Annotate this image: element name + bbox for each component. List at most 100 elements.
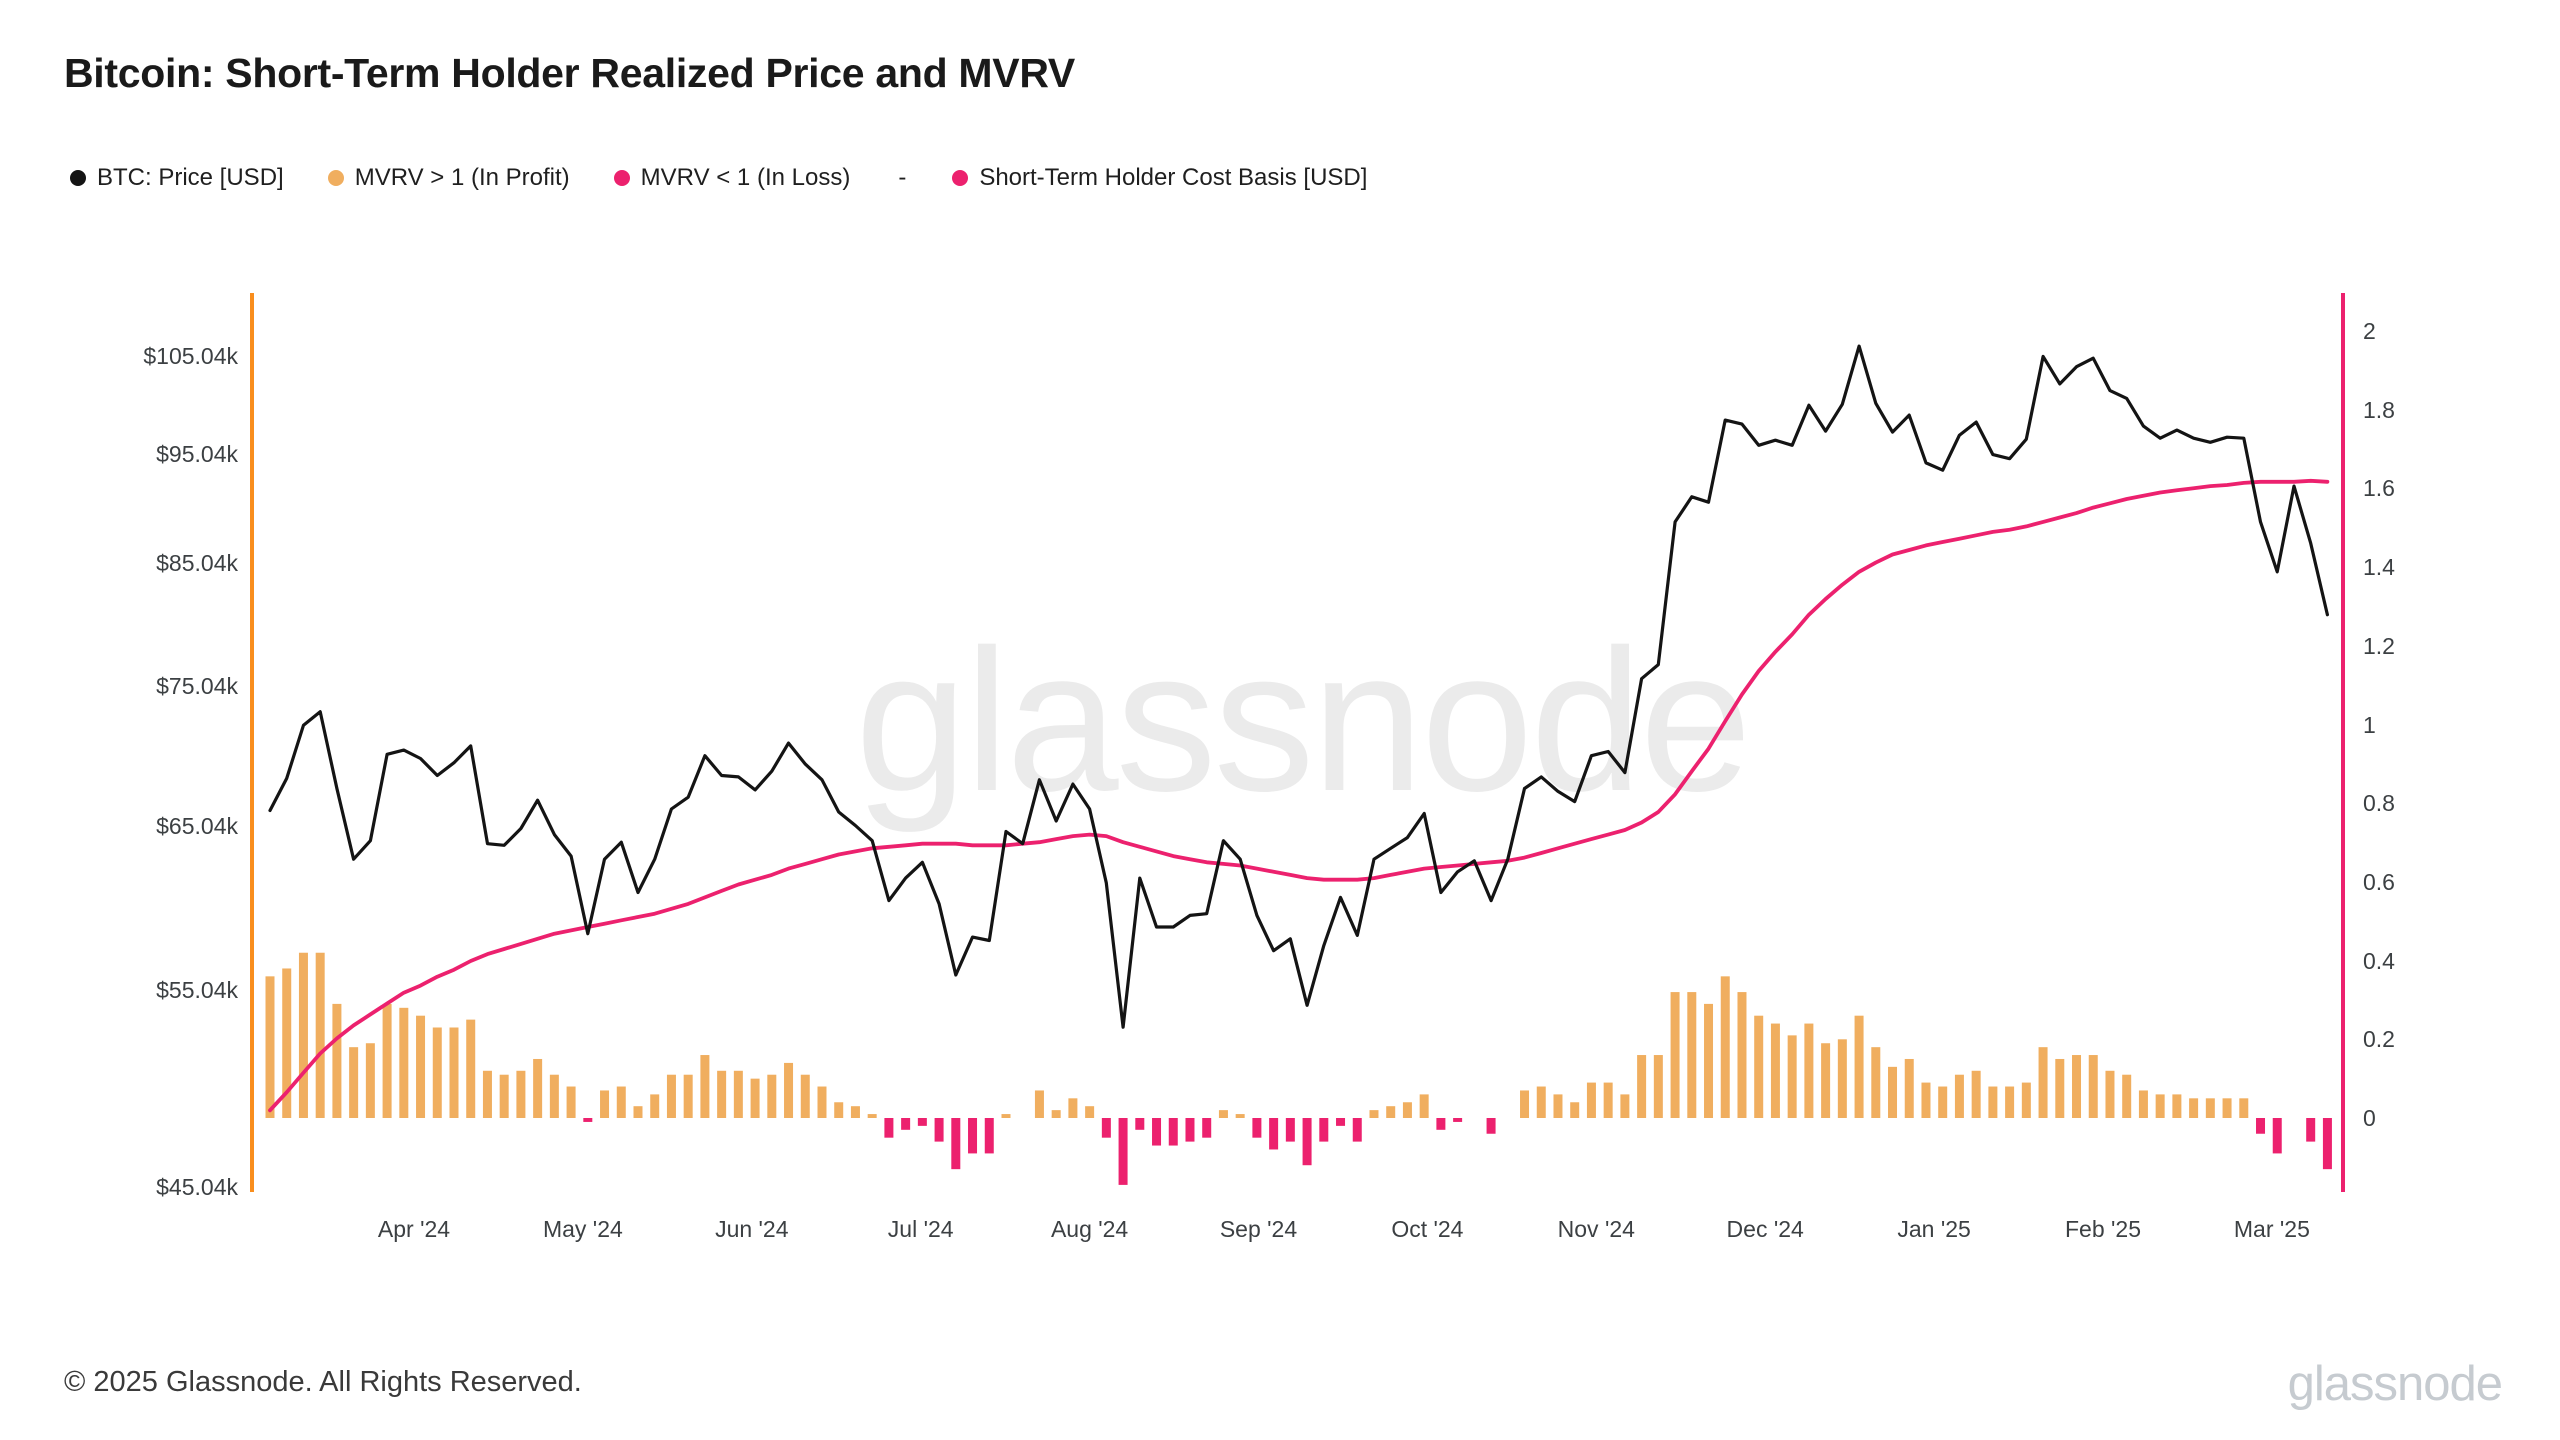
mvrv-bar xyxy=(349,1047,359,1118)
legend-dot-icon xyxy=(70,170,86,186)
mvrv-bar xyxy=(767,1074,777,1118)
mvrv-bar xyxy=(449,1027,459,1118)
y-right-tick-label: 0.8 xyxy=(2363,790,2395,817)
legend-item[interactable]: Short-Term Holder Cost Basis [USD] xyxy=(952,164,1367,192)
y-left-tick-label: $85.04k xyxy=(156,550,238,577)
chart-legend: BTC: Price [USD] MVRV > 1 (In Profit) MVRV… xyxy=(70,164,1411,192)
mvrv-bar xyxy=(1653,1055,1663,1118)
mvrv-bar xyxy=(1101,1118,1111,1138)
legend-label: MVRV > 1 (In Profit) xyxy=(354,164,570,191)
y-right-tick-label: 0 xyxy=(2363,1105,2376,1131)
mvrv-bar xyxy=(1520,1090,1530,1118)
mvrv-bar xyxy=(717,1070,727,1118)
y-right-tick-label: 1.6 xyxy=(2363,475,2395,502)
mvrv-bar xyxy=(298,952,308,1118)
mvrv-bar xyxy=(365,1043,375,1118)
mvrv-bar xyxy=(1787,1035,1797,1118)
mvrv-bar xyxy=(1754,1015,1764,1118)
x-axis-tick-label: Dec '24 xyxy=(1726,1216,1804,1242)
right-axis-line xyxy=(2341,293,2345,1192)
mvrv-bar xyxy=(2189,1098,2199,1118)
x-axis-tick-label: Sep '24 xyxy=(1219,1216,1298,1242)
mvrv-bar xyxy=(1687,992,1697,1118)
mvrv-bar xyxy=(1352,1118,1362,1142)
mvrv-bar xyxy=(1871,1047,1881,1118)
mvrv-bar xyxy=(2272,1118,2282,1154)
mvrv-bar xyxy=(566,1086,576,1118)
glassnode-watermark: glassnode xyxy=(855,607,1752,833)
mvrv-bar xyxy=(1235,1114,1245,1118)
mvrv-bar xyxy=(482,1070,492,1118)
mvrv-bar xyxy=(1704,1003,1714,1118)
legend-label: BTC: Price [USD] xyxy=(97,164,284,191)
mvrv-bar xyxy=(2055,1058,2065,1118)
mvrv-bar xyxy=(2205,1098,2215,1118)
mvrv-bar xyxy=(2239,1098,2249,1118)
legend-dot-icon xyxy=(952,170,969,186)
mvrv-bar xyxy=(1252,1118,1262,1138)
mvrv-bar xyxy=(2005,1086,2015,1118)
y-right-tick-label: 2 xyxy=(2363,318,2376,344)
y-right-tick-label: 1.8 xyxy=(2363,396,2395,423)
mvrv-bar xyxy=(2155,1094,2165,1118)
legend-dot-icon xyxy=(327,170,344,186)
mvrv-bar xyxy=(750,1078,760,1118)
y-right-tick-label: 0.4 xyxy=(2363,947,2395,974)
mvrv-bar xyxy=(399,1007,409,1118)
x-axis-tick-label: Jun '24 xyxy=(715,1216,789,1242)
x-axis-tick-label: May '24 xyxy=(542,1216,623,1242)
legend-item[interactable]: MVRV < 1 (In Loss) xyxy=(613,164,851,192)
mvrv-bar xyxy=(432,1027,442,1118)
mvrv-bar xyxy=(382,1003,392,1118)
y-left-tick-label: $95.04k xyxy=(156,441,238,468)
x-axis-tick-label: Feb '25 xyxy=(2065,1216,2141,1242)
y-left-tick-label: $45.04k xyxy=(156,1173,238,1200)
mvrv-bar xyxy=(499,1074,509,1118)
mvrv-bar xyxy=(1185,1118,1195,1142)
mvrv-bar xyxy=(1302,1118,1312,1166)
mvrv-bar xyxy=(1218,1110,1228,1118)
mvrv-bar xyxy=(2122,1074,2132,1118)
mvrv-bar xyxy=(2021,1082,2031,1118)
legend-item[interactable]: MVRV > 1 (In Profit) xyxy=(327,164,570,192)
mvrv-bar xyxy=(1168,1118,1178,1146)
mvrv-bar xyxy=(1285,1118,1295,1142)
x-axis-tick-label: Apr '24 xyxy=(377,1216,451,1242)
mvrv-bar xyxy=(1386,1106,1396,1118)
mvrv-bar xyxy=(1770,1023,1780,1118)
mvrv-bar xyxy=(633,1106,643,1118)
mvrv-bar xyxy=(1821,1043,1831,1118)
left-axis-line xyxy=(250,293,254,1192)
mvrv-bar xyxy=(1319,1118,1329,1142)
mvrv-bar xyxy=(951,1118,961,1170)
mvrv-bar xyxy=(1603,1082,1613,1118)
mvrv-bar xyxy=(1938,1086,1948,1118)
y-right-tick-label: 1.4 xyxy=(2363,554,2395,581)
page-title: Bitcoin: Short-Term Holder Realized Pric… xyxy=(64,50,1075,96)
x-axis-tick-label: Jan '25 xyxy=(1897,1216,1971,1242)
mvrv-bar xyxy=(834,1102,844,1118)
mvrv-bar xyxy=(1536,1086,1546,1118)
mvrv-bar xyxy=(683,1074,693,1118)
legend-label: Short-Term Holder Cost Basis [USD] xyxy=(979,164,1368,191)
copyright-text: © 2025 Glassnode. All Rights Reserved. xyxy=(64,1366,582,1398)
legend-separator: - xyxy=(898,164,907,191)
legend-label: MVRV < 1 (In Loss) xyxy=(640,164,851,191)
mvrv-bar xyxy=(784,1062,794,1118)
y-right-tick-label: 0.2 xyxy=(2363,1026,2395,1053)
mvrv-bar xyxy=(2038,1047,2048,1118)
mvrv-bar xyxy=(1118,1118,1128,1185)
mvrv-bar xyxy=(884,1118,894,1138)
mvrv-bar xyxy=(968,1118,978,1154)
mvrv-bar xyxy=(1586,1082,1596,1118)
mvrv-bar xyxy=(2072,1055,2082,1118)
mvrv-bar xyxy=(2306,1118,2316,1142)
y-left-tick-label: $65.04k xyxy=(156,813,238,840)
mvrv-bar xyxy=(1620,1094,1630,1118)
mvrv-bar xyxy=(2322,1118,2332,1170)
legend-item[interactable]: BTC: Price [USD] xyxy=(70,164,284,192)
mvrv-bar xyxy=(1971,1070,1981,1118)
mvrv-bar xyxy=(416,1015,426,1118)
